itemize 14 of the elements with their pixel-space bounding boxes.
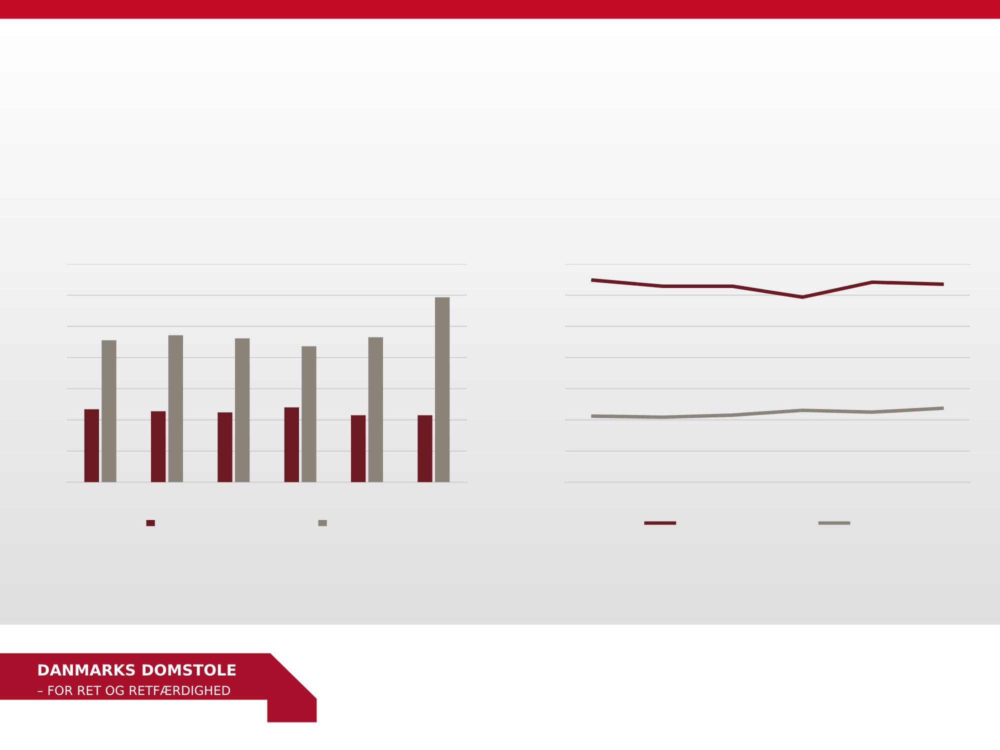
text: DANMARKS DOMSTOLE — [38, 664, 236, 676]
bar — [102, 340, 116, 482]
bar — [284, 407, 299, 482]
bar — [235, 338, 250, 482]
bar — [435, 297, 450, 482]
bar — [351, 415, 366, 482]
bar — [218, 412, 232, 482]
bar — [84, 409, 99, 482]
bar — [168, 335, 183, 482]
bar — [151, 411, 166, 482]
bar — [302, 346, 316, 482]
bar — [368, 337, 383, 482]
text: – FOR RET OG RETFÆRDIGHED — [38, 686, 230, 696]
bar — [418, 415, 432, 482]
